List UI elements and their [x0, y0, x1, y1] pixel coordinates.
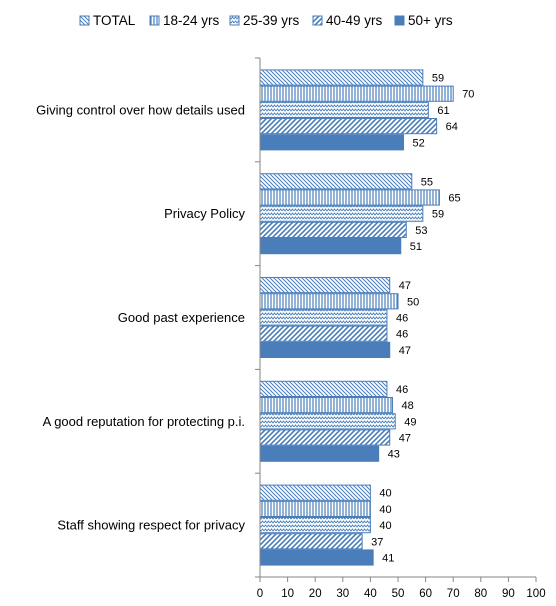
value-label-total-3: 47: [399, 280, 411, 292]
value-label-50-yrs-1: 52: [413, 137, 425, 149]
x-tick-label-90: 90: [502, 588, 515, 600]
x-tick-label-30: 30: [336, 588, 349, 600]
legend: TOTAL 18-24 yrs 25-39 yrs 40-49 yrs 50+ yrs: [79, 13, 453, 28]
x-tick-label-20: 20: [309, 588, 322, 600]
x-axis-ticks: 0 10 20 30 40 50 60 70 80 90 100: [255, 57, 546, 600]
value-label-50-yrs-3: 47: [399, 345, 411, 357]
legend-label-total: TOTAL: [93, 13, 136, 28]
bar-25-39-yrs-4: [259, 413, 396, 430]
value-label-18-24-yrs-2: 65: [448, 193, 460, 205]
value-label-total-2: 55: [421, 176, 433, 188]
bar-40-49-yrs-5: [259, 533, 363, 550]
legend-swatch-18-24-yrs: [149, 15, 160, 26]
legend-swatch-total: [79, 15, 90, 26]
value-label-25-39-yrs-4: 49: [404, 416, 416, 428]
legend-label-25-39-yrs: 25-39 yrs: [243, 13, 300, 28]
value-label-50-yrs-5: 41: [382, 553, 394, 565]
value-label-40-49-yrs-2: 53: [415, 225, 427, 237]
x-tick-label-10: 10: [281, 588, 294, 600]
x-tick-label-60: 60: [419, 588, 432, 600]
x-tick-label-100: 100: [526, 588, 545, 600]
legend-swatch-40-49-yrs: [312, 15, 323, 26]
bar-50-yrs-5: [259, 549, 374, 566]
category-label-3: Good past experience: [118, 310, 245, 325]
legend-label-40-49-yrs: 40-49 yrs: [326, 13, 383, 28]
value-label-25-39-yrs-5: 40: [379, 520, 391, 532]
bar-25-39-yrs-2: [259, 205, 424, 222]
value-label-25-39-yrs-1: 61: [437, 105, 449, 117]
x-tick-label-0: 0: [257, 588, 263, 600]
bar-50-yrs-1: [259, 134, 405, 151]
bar-50-yrs-2: [259, 238, 402, 255]
value-label-50-yrs-4: 43: [388, 449, 400, 461]
bar-40-49-yrs-1: [259, 118, 438, 135]
x-tick-label-50: 50: [392, 588, 405, 600]
category-label-5: Staff showing respect for privacy: [57, 518, 245, 533]
bar-18-24-yrs-3: [259, 293, 399, 310]
legend-label-50-yrs: 50+ yrs: [408, 13, 453, 28]
x-tick-label-80: 80: [474, 588, 487, 600]
category-label-1: Giving control over how details used: [36, 102, 245, 117]
bar-total-1: [259, 69, 424, 86]
bar-40-49-yrs-3: [259, 325, 388, 342]
bar-18-24-yrs-1: [259, 85, 454, 102]
value-label-50-yrs-2: 51: [410, 241, 422, 253]
value-label-total-4: 46: [396, 384, 408, 396]
bar-total-3: [259, 277, 391, 294]
value-label-40-49-yrs-4: 47: [399, 433, 411, 445]
value-label-40-49-yrs-3: 46: [396, 329, 408, 341]
value-label-total-5: 40: [379, 488, 391, 500]
value-label-18-24-yrs-4: 48: [401, 400, 413, 412]
bar-50-yrs-3: [259, 341, 391, 358]
bar-50-yrs-4: [259, 445, 380, 462]
value-label-18-24-yrs-5: 40: [379, 504, 391, 516]
bar-25-39-yrs-1: [259, 101, 429, 119]
legend-label-18-24-yrs: 18-24 yrs: [163, 13, 220, 28]
value-label-total-1: 59: [432, 73, 444, 85]
bar-25-39-yrs-5: [259, 517, 371, 534]
bar-18-24-yrs-4: [259, 397, 393, 414]
value-labels: 59 70 61 64 52 55 65 59 53 51 47 50 46 46 47 46 48 49 47 43…: [371, 73, 474, 565]
category-label-2: Privacy Policy: [164, 206, 245, 221]
value-label-40-49-yrs-1: 64: [446, 121, 458, 133]
bar-18-24-yrs-2: [259, 189, 440, 206]
bar-total-4: [259, 380, 388, 397]
bar-40-49-yrs-4: [259, 429, 391, 446]
category-labels: Giving control over how details used Priv…: [36, 102, 245, 532]
legend-swatch-25-39-yrs: [229, 15, 240, 26]
bar-total-5: [259, 484, 371, 501]
legend-swatch-50-yrs: [394, 15, 405, 26]
category-label-4: A good reputation for protecting p.i.: [43, 414, 245, 429]
value-label-18-24-yrs-1: 70: [462, 89, 474, 101]
bar-40-49-yrs-2: [259, 221, 407, 239]
value-label-18-24-yrs-3: 50: [407, 296, 419, 308]
value-label-40-49-yrs-5: 37: [371, 536, 383, 548]
x-tick-label-70: 70: [447, 588, 460, 600]
bar-total-2: [259, 173, 413, 190]
x-tick-label-40: 40: [364, 588, 377, 600]
bar-25-39-yrs-3: [259, 309, 388, 326]
bar-18-24-yrs-5: [259, 500, 371, 517]
value-label-25-39-yrs-3: 46: [396, 313, 408, 325]
value-label-25-39-yrs-2: 59: [432, 209, 444, 221]
